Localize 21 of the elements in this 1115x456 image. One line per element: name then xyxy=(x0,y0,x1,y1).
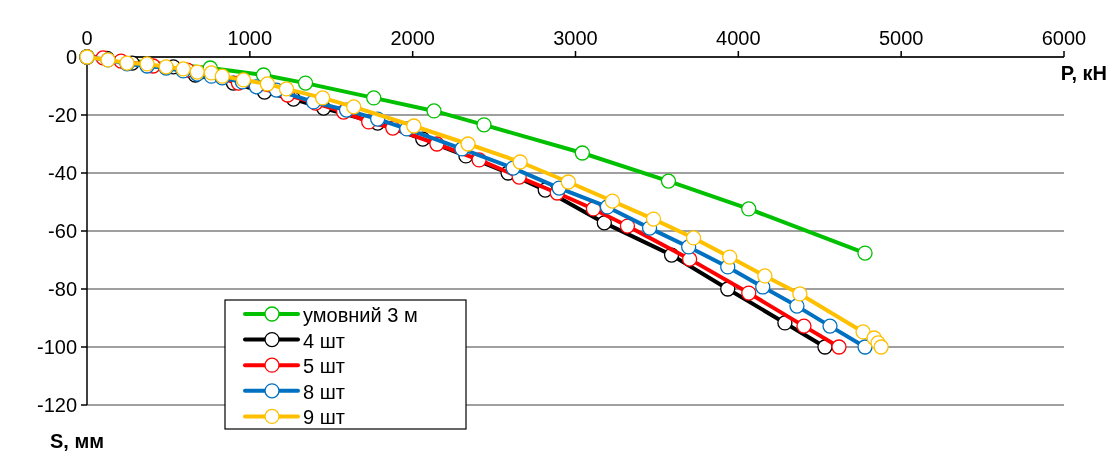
y-axis-title: S, мм xyxy=(50,430,105,452)
legend-label: 9 шт xyxy=(303,406,345,429)
x-tick-label: 2000 xyxy=(390,27,435,49)
y-tick-label: -100 xyxy=(36,336,77,358)
y-tick-label: -80 xyxy=(48,278,77,300)
legend-label: 5 шт xyxy=(303,355,345,378)
x-tick-label: 1000 xyxy=(227,27,273,49)
y-tick-label: 0 xyxy=(65,46,77,68)
y-tick-label: -60 xyxy=(48,220,77,242)
x-tick-label: 6000 xyxy=(1041,27,1087,49)
y-tick-label: -40 xyxy=(48,162,77,184)
x-axis-title: P, кН xyxy=(1060,62,1107,84)
x-tick-label: 3000 xyxy=(553,27,598,49)
legend-label: умовний 3 м xyxy=(303,304,418,326)
x-tick-label: 5000 xyxy=(878,27,924,49)
x-tick-label: 0 xyxy=(81,27,93,49)
x-tick-label: 4000 xyxy=(716,27,761,49)
y-tick-label: -120 xyxy=(36,394,77,416)
legend-label: 4 шт xyxy=(303,329,345,352)
y-tick-label: -20 xyxy=(48,104,77,126)
legend-label: 8 шт xyxy=(303,380,345,403)
